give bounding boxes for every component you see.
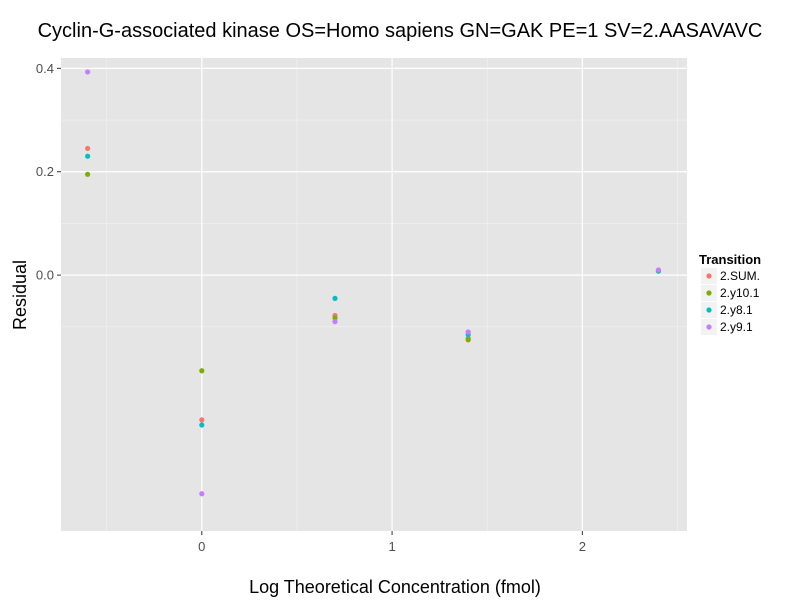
plot-panel <box>61 58 687 531</box>
point-2-y10-1 <box>199 368 205 374</box>
legend-key-2-y8-1 <box>706 307 712 313</box>
y-tick-label: 0.0 <box>36 268 54 283</box>
x-axis-label: Log Theoretical Concentration (fmol) <box>249 577 541 597</box>
legend-title: Transition <box>699 252 761 267</box>
legend-label-2-y9-1: 2.y9.1 <box>720 320 753 334</box>
point-2-y8-1 <box>199 422 205 428</box>
point-2-y10-1 <box>465 337 471 343</box>
legend: Transition 2.SUM. 2.y10.1 2.y8.1 2.y9.1 <box>699 252 761 335</box>
point-2-y8-1 <box>85 153 91 159</box>
y-tick-label: 0.2 <box>36 164 54 179</box>
legend-label-2-sum: 2.SUM. <box>720 269 760 283</box>
x-axis-ticks: 0 1 2 <box>198 531 586 554</box>
x-tick-label: 1 <box>388 539 395 554</box>
y-axis-label: Residual <box>10 260 30 330</box>
x-tick-label: 0 <box>198 539 205 554</box>
legend-key-2-sum <box>706 273 712 279</box>
point-2-y10-1 <box>332 315 338 321</box>
point-2-y9-1 <box>465 329 471 335</box>
point-2-y10-1 <box>85 171 91 177</box>
legend-key-2-y9-1 <box>706 324 712 330</box>
point-2-sum <box>85 145 91 152</box>
grid-major <box>61 58 687 531</box>
x-tick-label: 2 <box>579 539 586 554</box>
data-points <box>85 69 662 497</box>
legend-items: 2.SUM. 2.y10.1 2.y8.1 2.y9.1 <box>701 268 760 335</box>
legend-label-2-y10-1: 2.y10.1 <box>720 286 760 300</box>
point-2-sum <box>199 417 205 423</box>
point-2-y9-1 <box>199 491 205 497</box>
grid-minor <box>61 58 687 531</box>
y-tick-label: 0.4 <box>36 61 54 76</box>
legend-key-2-y10-1 <box>706 290 712 296</box>
point-2-y9-1 <box>655 267 662 273</box>
legend-label-2-y8-1: 2.y8.1 <box>720 303 753 317</box>
y-axis-ticks: 0.0 0.2 0.4 <box>36 61 61 283</box>
point-2-y8-1 <box>332 295 338 301</box>
chart-title: Cyclin-G-associated kinase OS=Homo sapie… <box>38 20 763 42</box>
point-2-y9-1 <box>332 319 338 325</box>
point-2-y9-1 <box>85 69 91 75</box>
